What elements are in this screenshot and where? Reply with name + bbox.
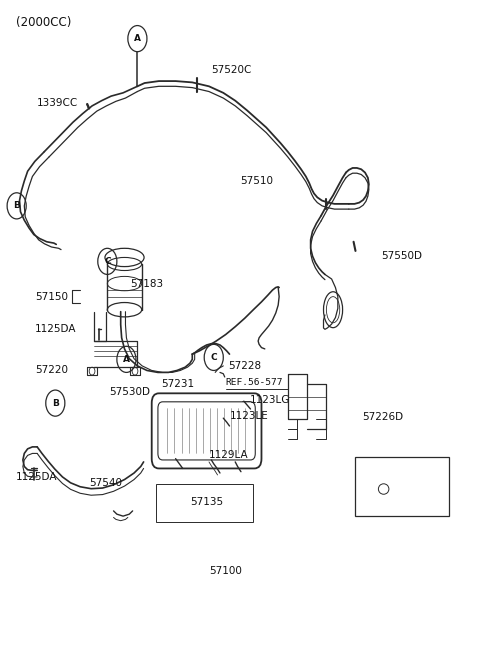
Bar (355, 457, 449, 516)
Text: 57540: 57540 (89, 478, 122, 489)
Text: 1123LG: 1123LG (250, 395, 290, 405)
Text: A: A (123, 355, 130, 364)
Text: 1129EE: 1129EE (373, 476, 412, 487)
Text: 57226D: 57226D (362, 413, 403, 422)
Ellipse shape (378, 483, 389, 494)
Text: 1129LA: 1129LA (209, 451, 249, 461)
Text: 57150: 57150 (35, 292, 68, 302)
Text: 57520C: 57520C (211, 65, 252, 75)
Text: 1125DA: 1125DA (16, 472, 57, 482)
Text: C: C (104, 257, 111, 266)
Text: 57510: 57510 (240, 176, 273, 186)
Text: C: C (210, 353, 217, 362)
Text: B: B (52, 399, 59, 407)
Text: B: B (13, 201, 20, 211)
Text: 1123LE: 1123LE (229, 411, 268, 421)
Text: 1125DA: 1125DA (35, 324, 76, 335)
Text: 57550D: 57550D (381, 251, 422, 261)
Text: 57220: 57220 (35, 365, 68, 375)
Text: 57183: 57183 (130, 279, 163, 289)
Text: 57228: 57228 (228, 361, 261, 371)
Text: A: A (134, 34, 141, 43)
Text: 1339CC: 1339CC (37, 98, 78, 108)
Text: 57231: 57231 (161, 379, 194, 388)
Text: 57100: 57100 (209, 566, 242, 576)
Text: REF.56-577: REF.56-577 (226, 379, 283, 388)
Bar (156, 484, 253, 522)
Text: (2000CC): (2000CC) (16, 16, 71, 29)
Text: 57530D: 57530D (109, 387, 150, 397)
Text: 57135: 57135 (190, 497, 223, 507)
